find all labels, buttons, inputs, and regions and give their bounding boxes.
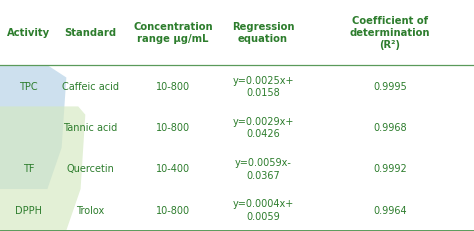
Text: TPC: TPC: [19, 81, 38, 91]
Text: y=0.0025x+
0.0158: y=0.0025x+ 0.0158: [232, 75, 294, 97]
Text: Tannic acid: Tannic acid: [63, 122, 117, 133]
Text: y=0.0029x+
0.0426: y=0.0029x+ 0.0426: [232, 116, 294, 139]
Text: Regression
equation: Regression equation: [232, 22, 294, 44]
Text: Standard: Standard: [64, 28, 116, 38]
Text: 0.9968: 0.9968: [373, 122, 407, 133]
Polygon shape: [0, 66, 66, 189]
Text: Quercetin: Quercetin: [66, 164, 114, 174]
Text: 0.9992: 0.9992: [373, 164, 407, 174]
Text: 0.9995: 0.9995: [373, 81, 407, 91]
Text: y=0.0059x-
0.0367: y=0.0059x- 0.0367: [235, 158, 292, 180]
Text: Coefficient of
determination
(R²): Coefficient of determination (R²): [350, 16, 430, 50]
Text: 10-800: 10-800: [156, 81, 190, 91]
Text: 10-800: 10-800: [156, 122, 190, 133]
Text: 10-400: 10-400: [156, 164, 190, 174]
Text: DPPH: DPPH: [15, 205, 42, 215]
Text: 10-800: 10-800: [156, 205, 190, 215]
Text: Trolox: Trolox: [76, 205, 104, 215]
Text: y=0.0004x+
0.0059: y=0.0004x+ 0.0059: [232, 199, 294, 221]
Text: 0.9964: 0.9964: [373, 205, 407, 215]
Text: TF: TF: [23, 164, 34, 174]
Text: Caffeic acid: Caffeic acid: [62, 81, 118, 91]
Polygon shape: [0, 107, 85, 230]
Text: Concentration
range μg/mL: Concentration range μg/mL: [133, 22, 213, 44]
Text: Activity: Activity: [7, 28, 50, 38]
